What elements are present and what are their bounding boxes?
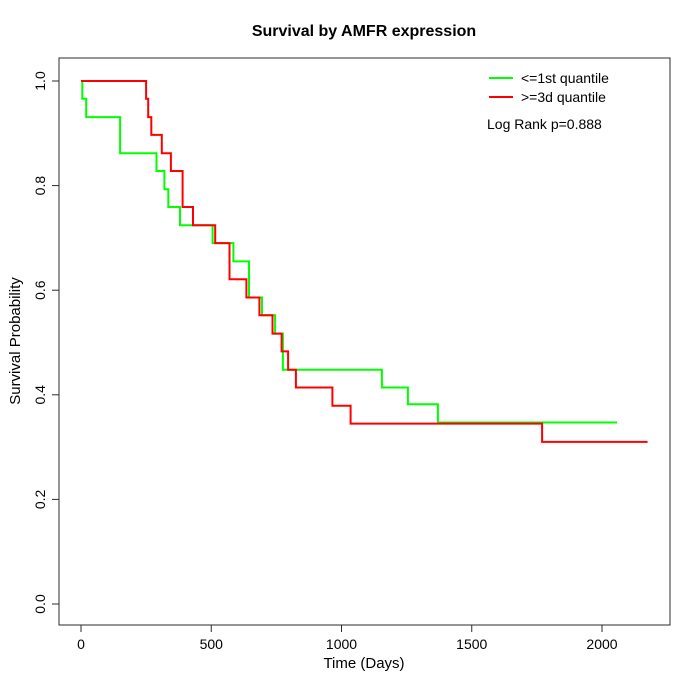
km-curve-1 [81,80,648,443]
y-tick-label-0.6: 0.6 [32,280,48,300]
y-tick-label-0.8: 0.8 [32,176,48,196]
x-tick-label-2000: 2000 [586,636,617,652]
legend: <=1st quantile >=3d quantile Log Rank p=… [487,70,609,132]
legend-label-quantile1: <=1st quantile [521,70,609,86]
chart-title: Survival by AMFR expression [252,23,476,40]
y-axis: 0.0 0.2 0.4 0.6 0.8 1.0 [32,71,59,614]
y-axis-label: Survival Probability [7,277,24,405]
y-tick-label-0.0: 0.0 [32,594,48,614]
x-tick-label-0: 0 [77,636,85,652]
x-tick-label-500: 500 [200,636,224,652]
x-axis-label: Time (Days) [323,655,404,672]
x-tick-label-1500: 1500 [456,636,487,652]
legend-label-quantile3: >=3d quantile [521,89,606,105]
y-tick-label-1.0: 1.0 [32,71,48,91]
y-tick-label-0.2: 0.2 [32,489,48,509]
km-curve-0 [81,80,618,424]
y-tick-label-0.4: 0.4 [32,385,48,405]
plot-area-border [58,57,671,626]
log-rank-annotation: Log Rank p=0.888 [487,116,602,132]
x-axis: 0 500 1000 1500 2000 [77,625,618,652]
x-tick-label-1000: 1000 [326,636,357,652]
survival-curves [81,80,648,443]
